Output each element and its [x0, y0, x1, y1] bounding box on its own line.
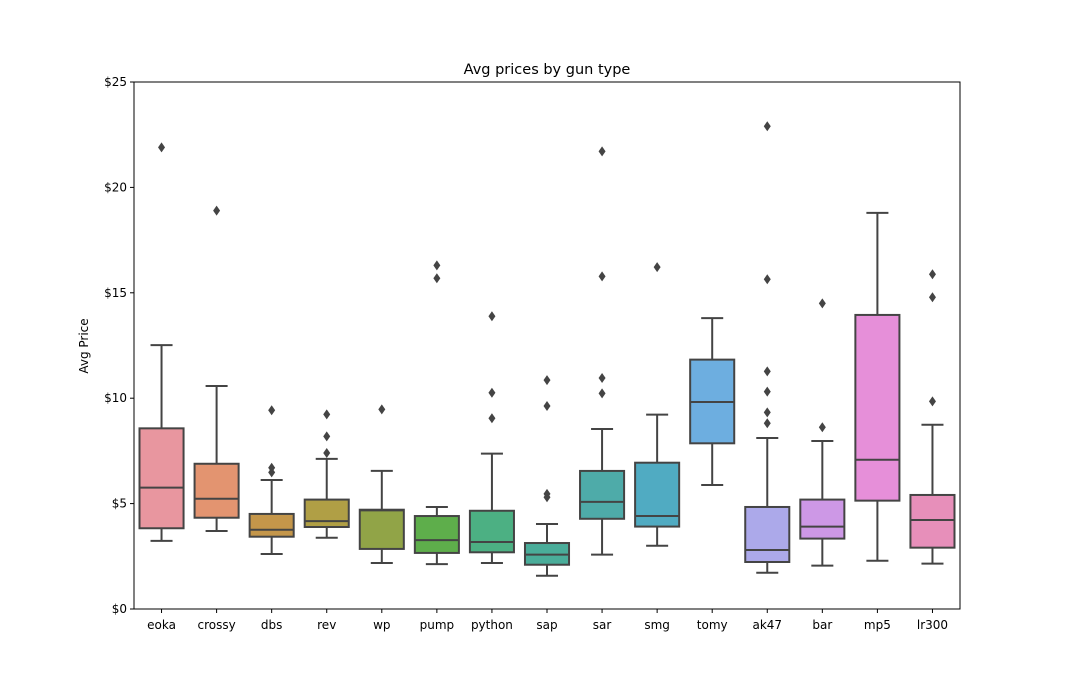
outlier-point: [268, 467, 276, 478]
y-tick-label: $15: [104, 286, 127, 300]
box-bar: [799, 498, 846, 540]
x-tick-label: pump: [420, 618, 455, 632]
outlier-point: [763, 407, 771, 418]
outlier-point: [433, 273, 441, 284]
outlier-point: [653, 262, 661, 273]
x-tick-label: eoka: [147, 618, 176, 632]
outlier-point: [928, 269, 936, 280]
y-tick-label: $5: [112, 497, 127, 511]
outlier-point: [158, 142, 166, 153]
outlier-point: [598, 388, 606, 399]
box-wp: [358, 508, 405, 550]
outlier-point: [543, 492, 551, 503]
outlier-point: [268, 405, 276, 416]
outlier-point: [818, 422, 826, 433]
outlier-point: [763, 274, 771, 285]
outlier-point: [488, 311, 496, 322]
box-pump: [413, 515, 460, 554]
box-sar: [579, 469, 626, 520]
x-tick-label: sap: [536, 618, 557, 632]
box-ak47: [744, 505, 791, 563]
x-tick-label: python: [471, 618, 513, 632]
outlier-point: [598, 372, 606, 383]
x-tick-label: bar: [812, 618, 832, 632]
x-tick-label: sar: [593, 618, 612, 632]
outlier-point: [928, 292, 936, 303]
x-tick-label: dbs: [261, 618, 283, 632]
chart-title: Avg prices by gun type: [464, 62, 631, 78]
outlier-point: [378, 404, 386, 415]
outlier-point: [488, 387, 496, 398]
outlier-point: [763, 418, 771, 429]
x-tick-label: lr300: [917, 618, 948, 632]
box-crossy: [193, 462, 240, 519]
y-tick-label: $20: [104, 180, 127, 194]
outlier-point: [213, 205, 221, 216]
box-eoka: [138, 427, 185, 530]
plot-area: $0 $5 $10 $15 $20 $25 eoka crossy dbs rev wp pump py…: [104, 75, 956, 632]
y-tick-label: $10: [104, 391, 127, 405]
y-tick-label: $25: [104, 75, 127, 89]
x-tick-label: smg: [644, 618, 670, 632]
outlier-point: [543, 400, 551, 411]
x-tick-label: mp5: [864, 618, 891, 632]
box-rev: [303, 498, 350, 528]
x-tick-label: tomy: [697, 618, 728, 632]
outlier-point: [433, 260, 441, 271]
outlier-point: [763, 121, 771, 132]
outlier-point: [763, 366, 771, 377]
y-tick-label: $0: [112, 602, 127, 616]
outlier-point: [543, 375, 551, 386]
box-python: [468, 509, 515, 554]
outlier-point: [818, 298, 826, 309]
outlier-point: [598, 146, 606, 157]
outlier-point: [323, 409, 331, 420]
x-tick-label: crossy: [197, 618, 235, 632]
y-axis-label: Avg Price: [77, 318, 91, 373]
outlier-point: [323, 448, 331, 459]
outlier-point: [323, 431, 331, 442]
axes-frame: [133, 81, 961, 610]
outlier-point: [488, 413, 496, 424]
x-tick-label: ak47: [752, 618, 782, 632]
box-lr300: [909, 493, 956, 549]
outlier-point: [598, 271, 606, 282]
box-mp5: [854, 313, 901, 502]
x-tick-label: rev: [317, 618, 336, 632]
x-tick-label: wp: [373, 618, 390, 632]
outlier-point: [763, 386, 771, 397]
outlier-point: [928, 396, 936, 407]
box-dbs: [248, 512, 295, 538]
